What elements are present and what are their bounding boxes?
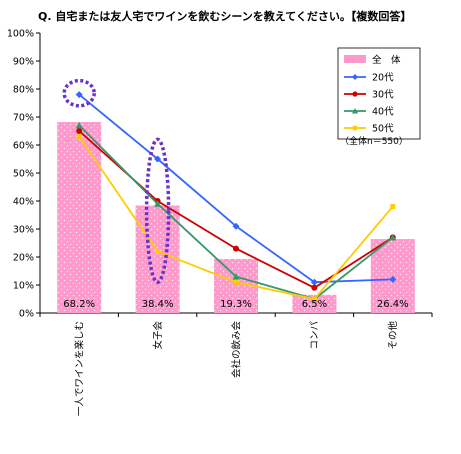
legend-label-40代: 40代 [372, 107, 394, 118]
y-tick-label: 90% [13, 57, 34, 68]
legend-marker-50代 [352, 125, 358, 131]
y-tick-label: 10% [13, 281, 34, 292]
point-40代 [154, 200, 162, 207]
highlights-group [62, 78, 171, 284]
bar-value-label: 38.4% [142, 299, 174, 310]
category-label: 女子会 [152, 321, 164, 350]
legend-marker-20代 [352, 74, 358, 80]
point-20代 [389, 275, 397, 283]
legend-label-20代: 20代 [372, 73, 394, 84]
bar-total [135, 205, 180, 313]
point-50代 [155, 248, 161, 254]
bar-value-label: 68.2% [63, 299, 95, 310]
point-30代 [76, 128, 83, 134]
y-tick-label: 80% [13, 85, 34, 96]
point-20代 [75, 91, 83, 99]
y-tick-label: 20% [13, 253, 34, 264]
highlight-ellipse [62, 78, 96, 108]
bar-value-label: 6.5% [302, 299, 327, 310]
category-label: その他 [387, 321, 399, 350]
highlight-ellipse [144, 137, 171, 284]
y-tick-label: 30% [13, 225, 34, 236]
legend-marker-40代 [352, 108, 358, 114]
point-50代 [76, 134, 82, 140]
category-label: コンパ [310, 321, 321, 350]
point-50代 [311, 296, 317, 302]
point-40代 [232, 273, 240, 280]
bar-value-label: 19.3% [220, 299, 252, 310]
point-50代 [390, 204, 396, 210]
legend-label-total: 全 体 [372, 54, 401, 66]
point-40代 [389, 233, 397, 241]
y-tick-label: 40% [13, 197, 34, 208]
legend-label-50代: 50代 [372, 124, 394, 135]
y-tick-label: 0% [19, 309, 34, 320]
category-label: 会社の飲み会 [230, 321, 242, 379]
point-20代 [232, 222, 240, 230]
lines-group [75, 91, 397, 302]
point-30代 [233, 245, 239, 252]
bar-value-label: 26.4% [377, 299, 409, 310]
y-tick-label: 50% [13, 169, 34, 180]
point-20代 [310, 278, 318, 286]
point-40代 [75, 121, 83, 129]
chart-title: Q. 自宅または友人宅でワインを飲むシーンを教えてください。【複数回答】 [38, 9, 411, 23]
y-tick-label: 60% [13, 141, 34, 152]
bar-total [292, 294, 337, 313]
legend-swatch-total [344, 55, 366, 63]
y-tick-label: 100% [7, 29, 34, 40]
legend-marker-30代 [352, 91, 358, 97]
legend-label-30代: 30代 [372, 90, 394, 101]
sample-size-note: （全体n＝550） [340, 135, 408, 147]
axes-group: 0% 10% 20% 30% 40% 50% 60% 70% 80% 90% 100% 一人でワインを… [7, 29, 433, 416]
point-50代 [233, 279, 239, 285]
y-tick-label: 70% [13, 113, 34, 124]
bars-group [57, 122, 415, 313]
category-label: 一人でワインを楽しむ [74, 321, 86, 416]
bar-total [57, 122, 102, 313]
point-20代 [154, 155, 162, 163]
labels-group: 68.2% 38.4% 19.3% 6.5% 26.4% [63, 299, 408, 310]
point-30代 [311, 284, 318, 291]
legend: 全 体 20代 30代 40代 50代 [337, 47, 421, 140]
